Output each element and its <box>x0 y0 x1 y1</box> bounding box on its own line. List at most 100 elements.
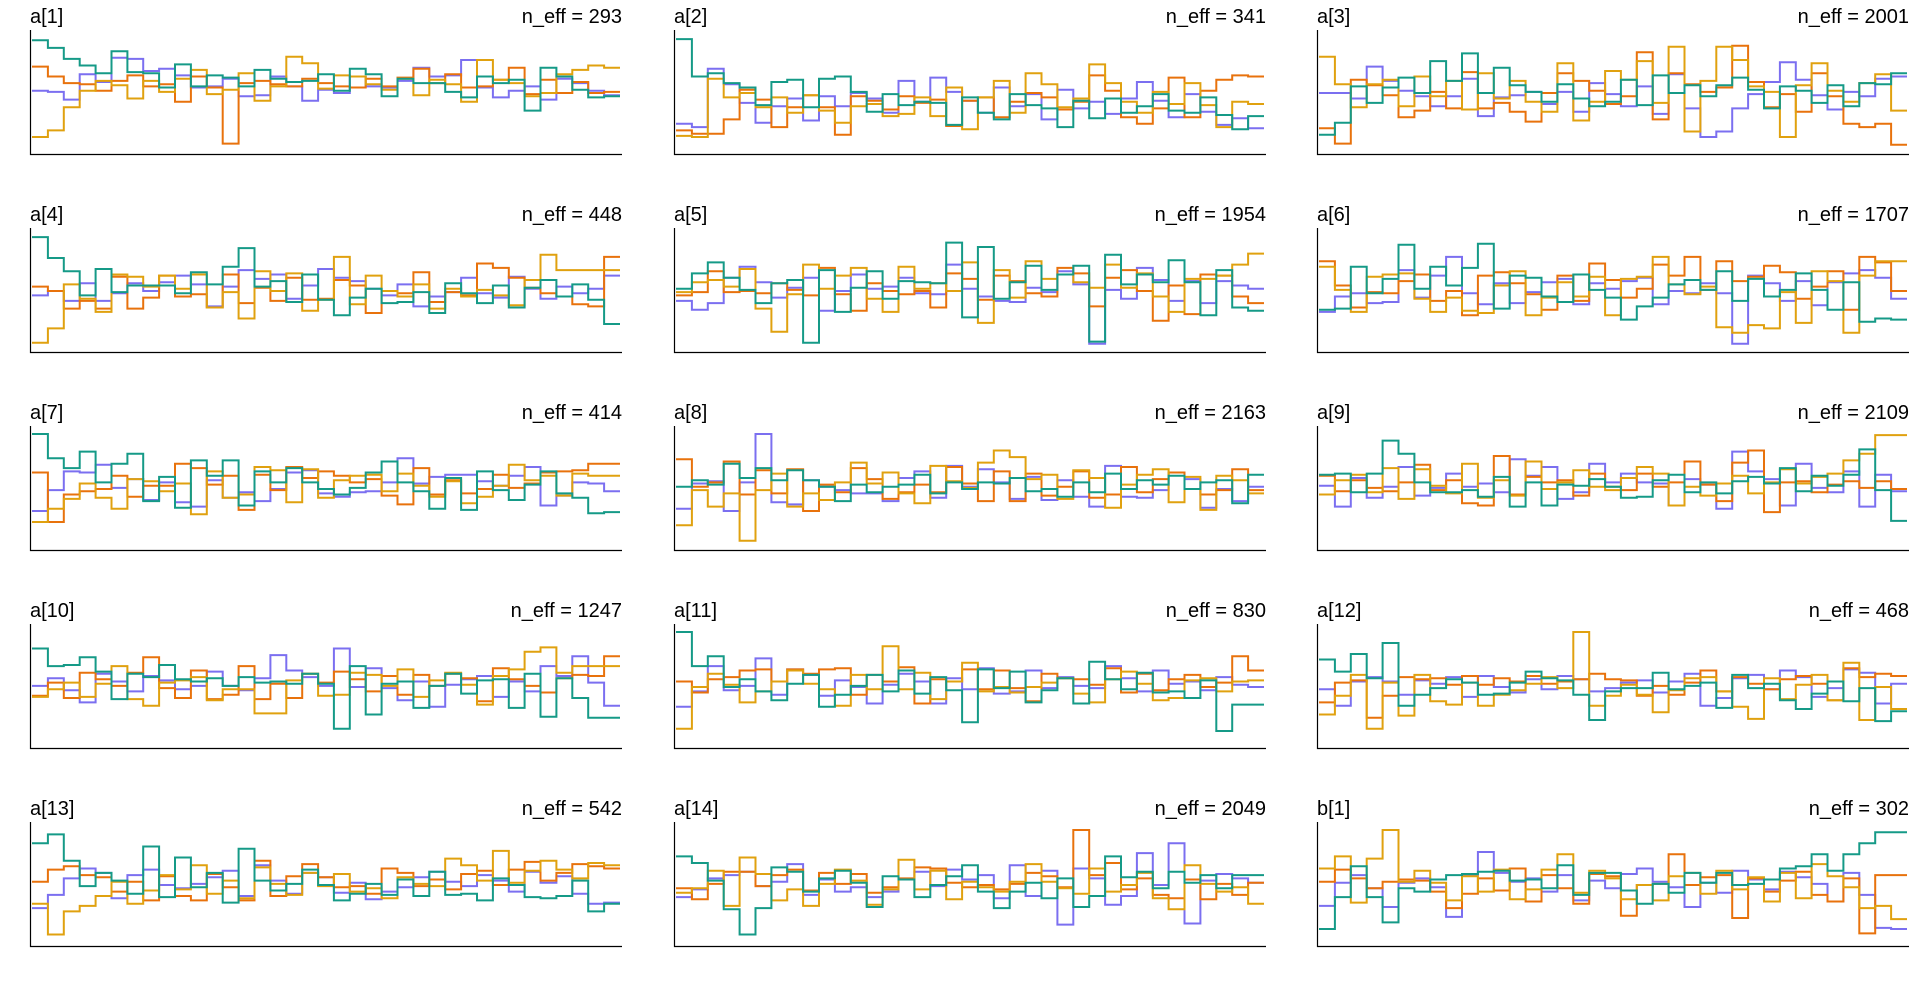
chain-trace-line <box>32 55 620 138</box>
axis-lines <box>1316 624 1909 750</box>
trace-panel: b[1] n_eff = 302 <box>1316 792 1909 948</box>
trace-panel: a[11] n_eff = 830 <box>673 594 1266 750</box>
axis-lines <box>673 426 1266 552</box>
trace-plot <box>29 624 622 750</box>
chain-trace-line <box>32 646 620 715</box>
trace-plot <box>1316 228 1909 354</box>
chain-trace-line <box>32 647 620 708</box>
trace-panel: a[2] n_eff = 341 <box>673 0 1266 156</box>
chain-trace-line <box>676 462 1264 505</box>
n-eff-label: n_eff = 448 <box>521 204 622 226</box>
chain-trace-line <box>676 631 1264 732</box>
chain-trace-line <box>32 859 620 902</box>
trace-panel: a[8] n_eff = 2163 <box>673 396 1266 552</box>
trace-panel: a[5] n_eff = 1954 <box>673 198 1266 354</box>
trace-panel: a[12] n_eff = 468 <box>1316 594 1909 750</box>
panel-title: a[1] <box>30 6 64 28</box>
axis-lines <box>29 822 622 948</box>
n-eff-label: n_eff = 2163 <box>1154 402 1266 424</box>
trace-panel: a[10] n_eff = 1247 <box>29 594 622 750</box>
chain-trace-line <box>1319 439 1907 522</box>
trace-panel: a[4] n_eff = 448 <box>29 198 622 354</box>
panel-title: a[11] <box>674 600 717 622</box>
panel-title: a[6] <box>1317 204 1351 226</box>
trace-panel: a[9] n_eff = 2109 <box>1316 396 1909 552</box>
chain-trace-line <box>32 655 620 703</box>
trace-plot <box>673 228 1266 354</box>
trace-plot <box>1316 624 1909 750</box>
chain-trace-line <box>676 241 1264 344</box>
chain-trace-line <box>1319 45 1907 138</box>
trace-plot <box>1316 822 1909 948</box>
chain-trace-line <box>32 433 620 515</box>
trace-plot <box>673 624 1266 750</box>
chain-trace-line <box>1319 668 1907 707</box>
panel-title: a[3] <box>1317 6 1351 28</box>
panel-title: a[8] <box>674 402 708 424</box>
n-eff-label: n_eff = 341 <box>1165 6 1266 28</box>
chain-trace-line <box>1319 255 1907 345</box>
chain-trace-line <box>32 268 620 308</box>
panel-title: a[13] <box>30 798 75 820</box>
chain-trace-line <box>676 63 1264 138</box>
panel-title: a[10] <box>30 600 75 622</box>
chain-trace-line <box>676 449 1264 542</box>
n-eff-label: n_eff = 414 <box>521 402 622 424</box>
chain-trace-line <box>1319 255 1907 334</box>
chain-trace-line <box>1319 829 1907 921</box>
chain-trace-line <box>32 833 620 913</box>
trace-plot <box>1316 426 1909 552</box>
axis-lines <box>29 30 622 156</box>
panel-title: a[14] <box>674 798 719 820</box>
chain-trace-line <box>32 463 620 523</box>
trace-panel: a[7] n_eff = 414 <box>29 396 622 552</box>
trace-panel: a[14] n_eff = 2049 <box>673 792 1266 948</box>
chain-trace-line <box>1319 434 1907 507</box>
chain-trace-line <box>32 65 620 145</box>
chain-trace-line <box>676 458 1264 512</box>
panel-title: a[12] <box>1317 600 1362 622</box>
axis-lines <box>673 228 1266 354</box>
chain-trace-line <box>1319 242 1907 323</box>
chain-trace-line <box>1319 667 1907 719</box>
chain-trace-line <box>32 253 620 344</box>
chain-trace-line <box>1319 642 1907 723</box>
trace-panel: a[13] n_eff = 542 <box>29 792 622 948</box>
axis-lines <box>1316 30 1909 156</box>
chain-trace-line <box>32 647 620 730</box>
trace-panel: a[1] n_eff = 293 <box>29 0 622 156</box>
trace-plot <box>29 822 622 948</box>
axis-lines <box>1316 426 1909 552</box>
axis-lines <box>1316 822 1909 948</box>
trace-plot <box>673 30 1266 156</box>
chain-trace-line <box>676 855 1264 936</box>
trace-panel: a[6] n_eff = 1707 <box>1316 198 1909 354</box>
chain-trace-line <box>676 263 1264 345</box>
chain-trace-line <box>1319 450 1907 510</box>
chain-trace-line <box>1319 255 1907 317</box>
chain-trace-line <box>1319 449 1907 514</box>
trace-plot <box>29 426 622 552</box>
n-eff-label: n_eff = 468 <box>1808 600 1909 622</box>
panel-title: a[9] <box>1317 402 1351 424</box>
chain-trace-line <box>676 856 1264 911</box>
trace-plot <box>29 30 622 156</box>
chain-trace-line <box>32 255 620 314</box>
chain-trace-line <box>32 849 620 936</box>
chain-trace-line <box>676 38 1264 131</box>
chain-trace-line <box>1319 631 1907 730</box>
axis-lines <box>673 822 1266 948</box>
chain-trace-line <box>32 56 620 102</box>
n-eff-label: n_eff = 2001 <box>1797 6 1909 28</box>
panel-title: b[1] <box>1317 798 1351 820</box>
chain-trace-line <box>32 236 620 325</box>
panel-title: a[5] <box>674 204 708 226</box>
trace-plot <box>673 822 1266 948</box>
axis-lines <box>673 30 1266 156</box>
chain-trace-line <box>1319 52 1907 136</box>
n-eff-label: n_eff = 293 <box>521 6 622 28</box>
n-eff-label: n_eff = 302 <box>1808 798 1909 820</box>
chain-trace-line <box>32 39 620 112</box>
panel-title: a[4] <box>30 204 64 226</box>
